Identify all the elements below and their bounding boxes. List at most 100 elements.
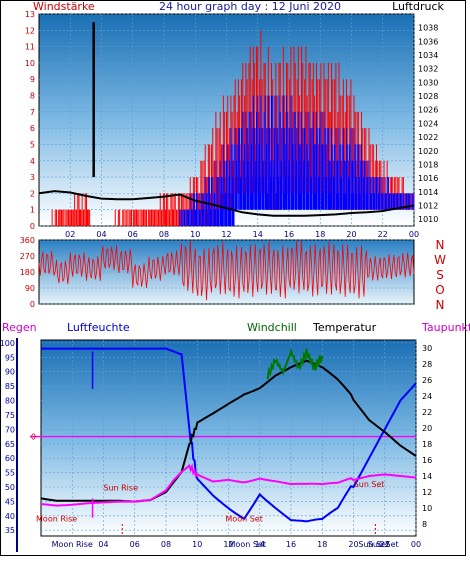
- wind-tick-label: 8: [30, 92, 35, 101]
- x-tick-label: Moon Rise: [52, 540, 93, 549]
- wind-tick-label: 1: [30, 206, 35, 215]
- direction-degree-label: 180: [20, 268, 35, 277]
- pressure-tick-label: 1014: [418, 188, 438, 197]
- x-tick-label: 10: [192, 540, 202, 549]
- x-tick-label: 06: [130, 540, 140, 549]
- x-tick-label: 02: [65, 230, 75, 239]
- wind-tick-label: 4: [30, 157, 35, 166]
- pressure-tick-label: 1012: [418, 201, 438, 210]
- wind-tick-label: 7: [30, 108, 35, 117]
- humidity-tick-label: 40: [5, 512, 15, 521]
- humidity-tick-label: 85: [5, 382, 15, 391]
- temperature-tick-label: 28: [422, 360, 432, 369]
- series-line: [40, 463, 417, 507]
- pressure-tick-label: 1036: [418, 37, 438, 46]
- event-annotation: Sun Rise: [103, 483, 138, 492]
- series-line: [40, 359, 417, 503]
- x-tick-label: 12: [223, 540, 233, 549]
- windchill-label: Windchill: [247, 321, 297, 334]
- pressure-tick-label: 1028: [418, 92, 438, 101]
- humidity-tick-label: 35: [5, 526, 15, 535]
- wind-tick-label: 3: [30, 173, 35, 182]
- rain-level-label: 0: [31, 433, 36, 442]
- x-tick-label: 18: [317, 540, 327, 549]
- pressure-tick-label: 1024: [418, 119, 438, 128]
- pressure-tick-labels: 1010 1012 1014 1016 1018 1020 1022 1024 1026 1028…: [418, 24, 438, 224]
- pressure-tick-label: 1010: [418, 215, 438, 224]
- humidity-tick-label: 70: [5, 425, 15, 434]
- humidity-tick-label: 60: [5, 454, 15, 463]
- pressure-tick-label: 1032: [418, 65, 438, 74]
- wind-axis-label: Windstärke: [33, 0, 95, 13]
- pressure-tick-label: 1018: [418, 160, 438, 169]
- humidity-tick-label: 90: [5, 368, 15, 377]
- direction-degree-label: 360: [20, 236, 35, 245]
- x-overlay-label: Sun Set: [358, 540, 389, 549]
- x-tick-label: 14: [255, 540, 265, 549]
- event-annotation: Moon Rise: [36, 515, 77, 524]
- event-annotation: Sun Set: [354, 480, 385, 489]
- series-line: [41, 347, 417, 523]
- x-tick-label: 22: [378, 230, 388, 239]
- compass-label: W: [434, 253, 446, 267]
- x-tick-label: 12: [221, 230, 231, 239]
- panel1-series: [38, 22, 415, 226]
- pressure-axis-label: Luftdruck: [392, 0, 444, 13]
- event-annotation: Moon Set: [225, 515, 262, 524]
- panel3-annotations: Sun Rise Moon Rise Moon Set Sun Set: [36, 480, 385, 536]
- x-tick-label: 20: [346, 230, 356, 239]
- pressure-line: [38, 190, 415, 217]
- panel1-x-tick-labels: 02 04 06 08 10 12 14 16 18 20 22 00: [65, 230, 419, 239]
- chart-title: 24 hour graph day : 12 Juni 2020: [159, 0, 341, 13]
- wind-tick-label: 5: [30, 140, 35, 149]
- x-tick-label: 08: [159, 230, 169, 239]
- x-overlay-label: Moon Set: [229, 540, 266, 549]
- temperature-tick-labels: 8 10 12 14 16 18 20 22 24 26 28 30: [422, 344, 432, 529]
- humidity-label: Luftfeuchte: [67, 321, 130, 334]
- regen-label: Regen: [2, 321, 37, 334]
- wind-direction-line: [38, 240, 415, 301]
- x-tick-label: 16: [286, 540, 296, 549]
- pressure-tick-label: 1026: [418, 106, 438, 115]
- temperature-label: Temperatur: [312, 321, 377, 334]
- x-tick-label: 22: [380, 540, 390, 549]
- temperature-tick-label: 26: [422, 376, 432, 385]
- temperature-tick-label: 16: [422, 456, 432, 465]
- compass-label: N: [436, 298, 445, 312]
- humidity-tick-label: 80: [5, 397, 15, 406]
- x-tick-label: 00: [411, 540, 421, 549]
- wind-tick-label: 0: [30, 222, 35, 231]
- compass-label: O: [435, 283, 444, 297]
- direction-degree-label: 0: [30, 300, 35, 309]
- direction-degree-label: 90: [25, 284, 35, 293]
- temperature-tick-label: 8: [422, 520, 427, 529]
- x-tick-label: 04: [98, 540, 108, 549]
- humidity-tick-labels: 35 40 45 50 55 60 65 70 75 80 85 90 95 100: [0, 339, 15, 535]
- pressure-tick-label: 1030: [418, 78, 438, 87]
- x-tick-label: 20: [348, 540, 358, 549]
- wind-tick-label: 9: [30, 75, 35, 84]
- humidity-tick-label: 45: [5, 497, 15, 506]
- series-line: [266, 347, 324, 380]
- temperature-tick-label: 20: [422, 424, 432, 433]
- wind-tick-label: 11: [25, 43, 35, 52]
- humidity-tick-label: 50: [5, 483, 15, 492]
- x-tick-label: 14: [253, 230, 263, 239]
- direction-degree-labels: 0 90 180 270 360: [20, 236, 35, 309]
- humidity-tick-label: 55: [5, 469, 15, 478]
- panel3-grid: 0: [30, 340, 417, 536]
- wind-tick-label: 6: [30, 124, 35, 133]
- dewpoint-label: Taupunkt: [421, 321, 470, 334]
- compass-label: N: [436, 238, 445, 252]
- x-tick-label: 08: [161, 540, 171, 549]
- humidity-tick-label: 65: [5, 440, 15, 449]
- wind-tick-label: 10: [25, 59, 35, 68]
- wind-tick-label: 13: [25, 10, 35, 19]
- temperature-tick-label: 14: [422, 472, 432, 481]
- panel3-x-tick-labels: Moon Rise 04 06 08 10 12 14 16 18 20 22 00 Moon Set S…: [52, 540, 421, 549]
- humidity-tick-label: 75: [5, 411, 15, 420]
- temperature-tick-label: 18: [422, 440, 432, 449]
